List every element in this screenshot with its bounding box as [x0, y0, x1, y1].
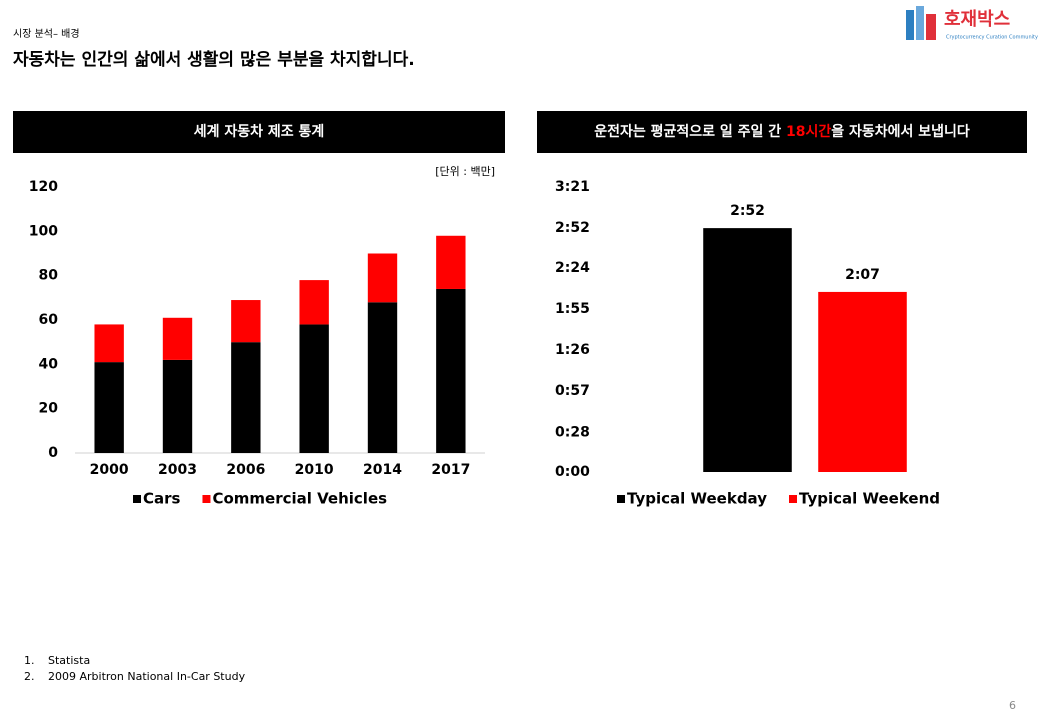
breadcrumb: 시장 분석– 배경 — [13, 27, 80, 40]
y-tick-label: 0:57 — [555, 383, 590, 399]
legend-label: Cars — [143, 490, 181, 508]
legend-swatch — [133, 495, 141, 503]
x-tick-label: 2014 — [363, 462, 402, 478]
y-tick-label: 0 — [48, 445, 58, 461]
bar-segment — [162, 359, 193, 453]
legend-swatch — [202, 495, 211, 503]
logo-name: 호재박스 — [944, 9, 1010, 30]
legend-label: Typical Weekend — [799, 490, 940, 508]
chart-title: 운전자는 평균적으로 일 주일 간 18시간을 자동차에서 보냅니다 — [594, 123, 970, 140]
y-tick-label: 1:55 — [555, 301, 590, 317]
y-tick-label: 60 — [39, 312, 59, 328]
bar-segment — [299, 280, 329, 325]
value-label: 2:07 — [845, 267, 880, 283]
x-tick-label: 2017 — [431, 462, 470, 478]
bar-segment — [436, 288, 466, 453]
bar-segment — [299, 324, 329, 453]
bar-segment — [231, 342, 261, 453]
x-tick-label: 2006 — [226, 462, 265, 478]
y-tick-label: 120 — [29, 179, 58, 195]
page-number: 6 — [1009, 699, 1016, 712]
x-tick-label: 2010 — [295, 462, 334, 478]
y-tick-label: 1:26 — [555, 342, 590, 358]
y-tick-label: 100 — [29, 223, 58, 239]
x-tick-label: 2003 — [158, 462, 197, 478]
slide-title: 자동차는 인간의 삶에서 생활의 많은 부분을 차지합니다. — [13, 49, 415, 70]
bar-segment — [367, 253, 398, 303]
y-tick-label: 40 — [39, 356, 59, 372]
bar-segment — [436, 235, 466, 289]
footnote-number: 2. — [24, 670, 35, 683]
legend-label: Typical Weekday — [627, 490, 767, 508]
legend-label: Commercial Vehicles — [212, 490, 387, 508]
legend-swatch — [617, 495, 625, 503]
chart-title-part: 18시간 — [786, 123, 831, 140]
y-tick-label: 20 — [39, 401, 59, 417]
y-tick-label: 2:52 — [555, 220, 590, 236]
bar-segment — [231, 300, 261, 343]
logo-tagline: Cryptocurrency Curation Community — [946, 35, 1038, 41]
bar-segment — [94, 362, 124, 453]
y-tick-label: 80 — [39, 268, 59, 284]
chart-title-part: 운전자는 평균적으로 일 주일 간 — [594, 123, 786, 140]
footnote: Statista — [48, 654, 90, 667]
y-tick-label: 2:24 — [555, 260, 590, 276]
bar — [818, 291, 907, 472]
chart-header-bg — [537, 111, 1027, 153]
chart-header-bg — [13, 111, 505, 153]
bar-segment — [367, 302, 398, 453]
chart-title: 세계 자동차 제조 통계 — [194, 124, 325, 140]
y-tick-label: 0:00 — [555, 464, 590, 480]
y-tick-label: 0:28 — [555, 424, 590, 440]
unit-note: [단위 : 백만] — [435, 165, 495, 178]
bar-segment — [94, 324, 124, 363]
logo-icon — [906, 6, 936, 40]
legend-swatch — [789, 495, 797, 503]
bar — [703, 228, 792, 472]
footnote: 2009 Arbitron National In-Car Study — [48, 670, 246, 683]
y-tick-label: 3:21 — [555, 179, 590, 195]
x-tick-label: 2000 — [90, 462, 129, 478]
footnote-number: 1. — [24, 654, 35, 667]
value-label: 2:52 — [730, 203, 765, 219]
bar-segment — [162, 317, 193, 360]
chart-title-part: 을 자동차에서 보냅니다 — [831, 124, 970, 140]
